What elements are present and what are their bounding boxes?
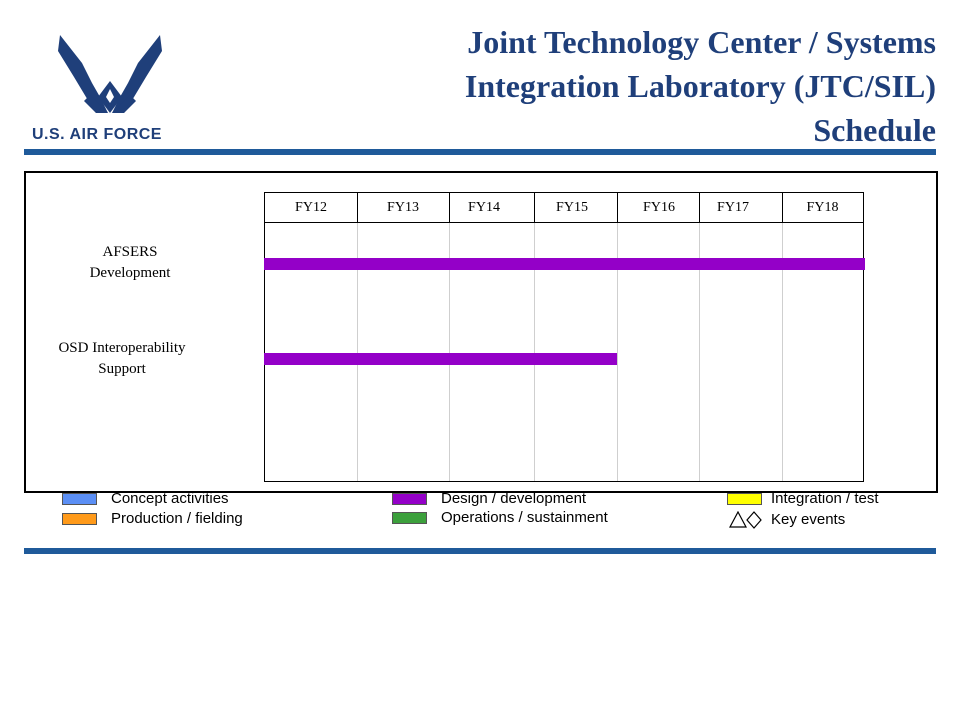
fy-separator (534, 193, 535, 222)
fy-separator (449, 193, 450, 222)
bottom-divider (24, 548, 936, 554)
fy-separator (699, 193, 700, 222)
grid-line (534, 223, 535, 481)
bar-osd-interoperability (264, 353, 617, 365)
legend-production: Production / fielding (111, 510, 243, 527)
title-line-1: Joint Technology Center / Systems (467, 24, 936, 60)
fiscal-year-header: FY12 FY13 FY14 FY15 FY16 FY17 FY18 (264, 192, 864, 223)
top-divider (24, 149, 936, 155)
page-title: Joint Technology Center / Systems Integr… (316, 20, 936, 152)
logo-wordmark: U.S. AIR FORCE (32, 126, 162, 143)
fy12-header: FY12 (295, 200, 327, 215)
swatch-integration (727, 493, 762, 505)
grid-line (782, 223, 783, 481)
air-force-logo (58, 35, 162, 113)
row-label-osd: OSD Interoperability Support (58, 340, 186, 377)
fy-separator (357, 193, 358, 222)
grid-line (357, 223, 358, 481)
title-line-3: Schedule (813, 112, 936, 148)
swatch-concept (62, 493, 97, 505)
row-label-afsers: AFSERS Development (89, 244, 171, 281)
fy14-header: FY14 (468, 200, 500, 215)
title-line-2: Integration Laboratory (JTC/SIL) (464, 68, 936, 104)
diamond-icon (746, 511, 762, 529)
legend-key-events: Key events (771, 511, 846, 528)
triangle-icon (729, 511, 747, 528)
legend-operations: Operations / sustainment (441, 509, 608, 526)
swatch-production (62, 513, 97, 525)
grid-line (699, 223, 700, 481)
swatch-operations (392, 512, 427, 524)
grid-line (449, 223, 450, 481)
fy-separator (782, 193, 783, 222)
fy16-header: FY16 (643, 200, 675, 215)
legend-integration: Integration / test (771, 490, 879, 507)
fy17-header: FY17 (717, 200, 749, 215)
bar-afsers-development (264, 258, 865, 270)
fy15-header: FY15 (556, 200, 588, 215)
fy13-header: FY13 (387, 200, 419, 215)
legend-design: Design / development (441, 490, 587, 507)
fy-separator (617, 193, 618, 222)
legend-concept: Concept activities (111, 490, 229, 507)
key-events-icons (729, 511, 762, 529)
grid-line (617, 223, 618, 481)
swatch-design (392, 493, 427, 505)
fy18-header: FY18 (806, 200, 839, 215)
